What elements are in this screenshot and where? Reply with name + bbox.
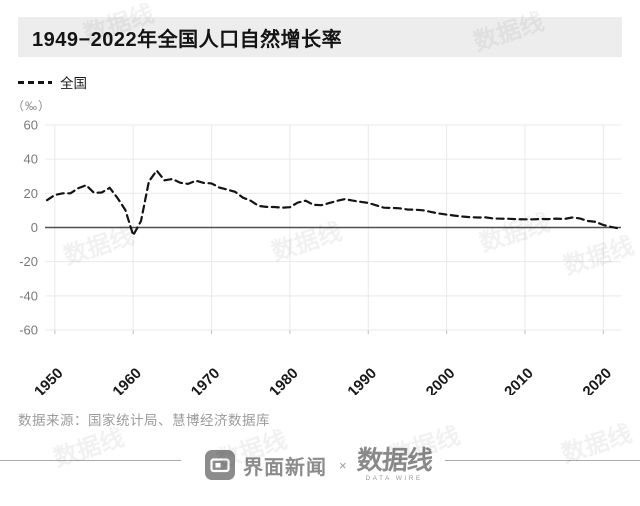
x-tick-label: 1980	[266, 365, 302, 395]
jiemian-news-wordmark: 界面新闻	[243, 456, 327, 479]
x-tick-label: 2010	[501, 365, 537, 395]
chart-title: 1949−2022年全国人口自然增长率	[32, 28, 343, 51]
footer-rule-right	[445, 460, 640, 461]
legend-label: 全国	[60, 76, 87, 91]
x-tick-label: 1960	[109, 365, 145, 395]
x-tick-label: 2000	[423, 365, 459, 395]
dashed-line-swatch-icon	[18, 80, 52, 84]
footer-logos: 界面新闻 × 数据线 DATA WIRE	[205, 441, 445, 489]
legend: 全国	[18, 74, 87, 91]
national-series-line	[45, 168, 621, 239]
y-tick-label: 60	[24, 118, 38, 133]
jiemian-news-logo-icon	[205, 450, 235, 480]
y-tick-label: -60	[19, 323, 38, 338]
x-tick-label: 1970	[188, 365, 224, 395]
collab-x-icon: ×	[339, 457, 347, 473]
y-axis-unit-label: （‰）	[12, 99, 52, 113]
source-note: 数据来源：国家统计局、慧博经济数据库	[18, 413, 270, 428]
y-tick-label: 0	[31, 220, 38, 235]
line-chart: 1950 1960 1970 1980 1990 2000 2010 2020 60 40 20 0 -…	[19, 118, 621, 395]
x-tick-label: 2020	[580, 365, 616, 395]
datawire-wordmark: 数据线	[355, 445, 433, 476]
datawire-logo: 数据线 DATA WIRE	[355, 445, 433, 483]
y-tick-label: 40	[24, 152, 38, 167]
y-tick-label: -40	[19, 288, 38, 303]
y-tick-label: -20	[19, 254, 38, 269]
datawire-subtitle: DATA WIRE	[365, 475, 423, 483]
x-tick-label: 1990	[344, 365, 380, 395]
x-tick-label: 1950	[31, 365, 67, 395]
footer-rule-left	[0, 460, 181, 461]
y-tick-label: 20	[24, 186, 38, 201]
title-bar: 1949−2022年全国人口自然增长率	[18, 17, 622, 57]
